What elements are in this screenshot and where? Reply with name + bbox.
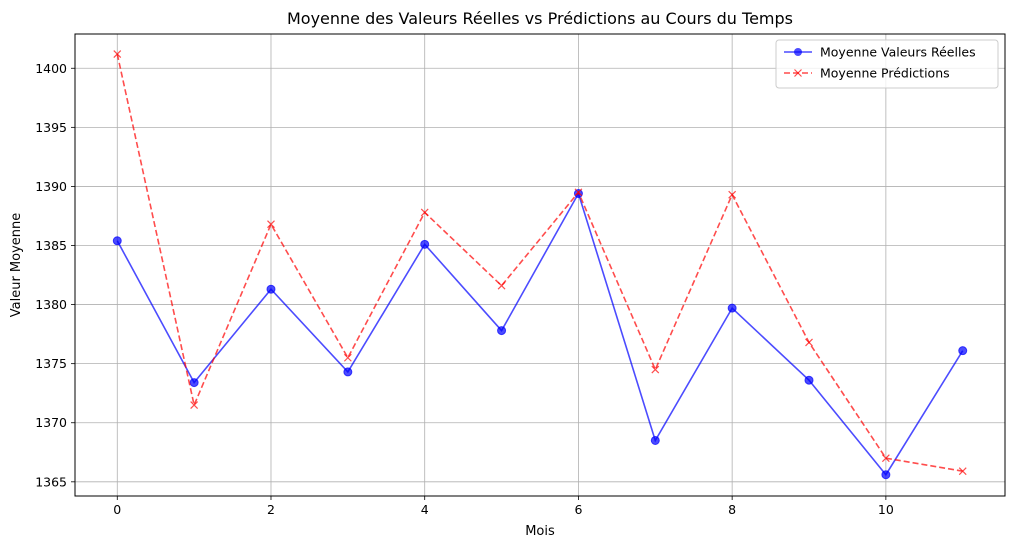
data-point bbox=[804, 375, 814, 385]
legend-marker bbox=[794, 48, 802, 56]
data-point bbox=[727, 303, 737, 313]
y-axis-label: Valeur Moyenne bbox=[9, 213, 24, 318]
series-line bbox=[116, 53, 963, 472]
data-point bbox=[112, 236, 122, 246]
x-tick-label: 8 bbox=[728, 502, 736, 517]
y-tick-label: 1385 bbox=[35, 238, 67, 253]
data-point bbox=[343, 353, 352, 362]
legend-item: Moyenne Prédictions bbox=[784, 66, 950, 81]
axis-ticks: 0 2 4 6 8 10 1365 1370 1375 1380 1385 1390 1395 1400 bbox=[35, 61, 894, 517]
plot-frame bbox=[74, 33, 1006, 497]
data-point bbox=[881, 470, 891, 480]
series-1 bbox=[113, 50, 967, 476]
series-0 bbox=[112, 189, 968, 480]
data-point bbox=[650, 435, 660, 445]
data-point bbox=[266, 284, 276, 294]
y-tick-label: 1370 bbox=[35, 415, 67, 430]
y-tick-label: 1390 bbox=[35, 179, 67, 194]
data-point bbox=[267, 220, 275, 229]
x-tick-label: 6 bbox=[574, 502, 582, 517]
data-point bbox=[343, 367, 353, 377]
legend-item: Moyenne Valeurs Réelles bbox=[784, 45, 976, 60]
data-point bbox=[958, 346, 968, 356]
data-point bbox=[728, 190, 737, 199]
data-point bbox=[651, 365, 660, 374]
y-tick-label: 1395 bbox=[35, 120, 67, 135]
x-tick-label: 10 bbox=[878, 502, 894, 517]
series-line bbox=[116, 191, 964, 477]
data-point bbox=[113, 50, 122, 59]
data-point bbox=[190, 401, 199, 409]
x-tick-label: 0 bbox=[113, 502, 121, 517]
y-tick-label: 1365 bbox=[35, 474, 67, 489]
x-tick-label: 4 bbox=[421, 502, 429, 517]
legend-marker bbox=[794, 69, 802, 77]
grid bbox=[75, 34, 1005, 496]
data-point bbox=[958, 467, 967, 476]
data-point bbox=[574, 188, 583, 197]
y-tick-label: 1375 bbox=[35, 356, 67, 371]
x-axis-label: Mois bbox=[525, 524, 555, 539]
data-point bbox=[805, 338, 813, 347]
data-point bbox=[881, 454, 890, 463]
data-point bbox=[420, 208, 429, 217]
series-layer bbox=[112, 50, 968, 480]
legend-label: Moyenne Valeurs Réelles bbox=[820, 45, 976, 60]
y-tick-label: 1400 bbox=[35, 61, 67, 76]
x-tick-label: 2 bbox=[267, 502, 275, 517]
legend: Moyenne Valeurs Réelles Moyenne Prédictio… bbox=[775, 39, 999, 89]
legend-frame bbox=[775, 39, 999, 89]
data-point bbox=[497, 326, 507, 336]
data-point bbox=[497, 281, 506, 290]
data-point bbox=[189, 378, 199, 388]
legend-label: Moyenne Prédictions bbox=[820, 66, 950, 81]
data-point bbox=[420, 239, 430, 249]
y-tick-label: 1380 bbox=[35, 297, 67, 312]
chart-title: Moyenne des Valeurs Réelles vs Prédictio… bbox=[287, 9, 793, 28]
